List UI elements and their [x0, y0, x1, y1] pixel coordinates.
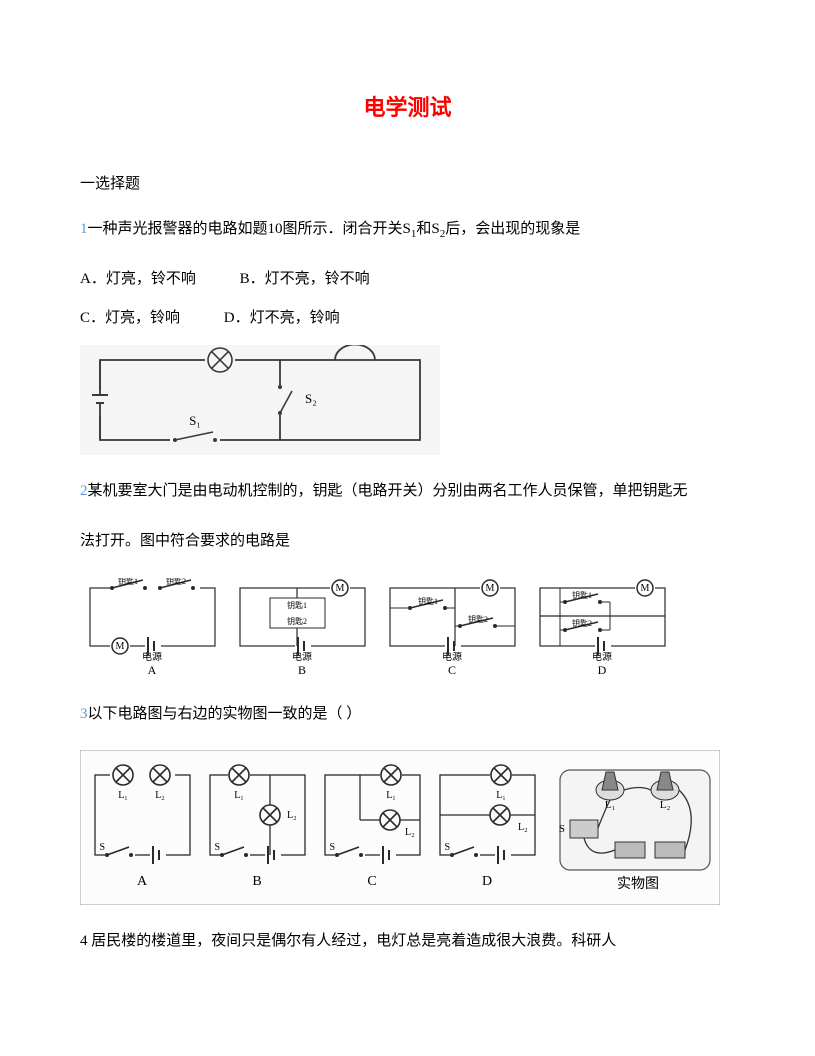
q2-text2: 法打开。图中符合要求的电路是	[80, 533, 290, 549]
q1-circuit: S₁ S₂	[80, 345, 735, 455]
q1-circuit-svg: S₁ S₂	[80, 345, 440, 455]
section-heading: 一选择题	[80, 172, 735, 193]
svg-text:L₁: L₁	[386, 790, 396, 801]
svg-text:A: A	[137, 874, 148, 889]
q4-num: 4	[80, 933, 88, 949]
svg-text:L₂: L₂	[660, 799, 671, 811]
q1-optB: B．灯不亮，铃不响	[240, 267, 370, 288]
svg-text:C: C	[448, 663, 456, 677]
svg-text:L₁: L₁	[118, 790, 128, 801]
svg-text:S: S	[329, 842, 335, 853]
svg-text:钥匙1: 钥匙1	[572, 590, 592, 600]
svg-text:S₁: S₁	[189, 413, 201, 428]
svg-text:实物图: 实物图	[617, 876, 659, 892]
q1-text-c: 后，会出现的现象是	[445, 221, 580, 237]
svg-text:M: M	[116, 641, 125, 652]
svg-text:L₁: L₁	[234, 790, 244, 801]
svg-text:钥匙1: 钥匙1	[287, 600, 307, 610]
svg-text:钥匙2: 钥匙2	[287, 616, 307, 626]
svg-text:M: M	[641, 583, 650, 594]
section-heading-text: 一选择题	[80, 176, 140, 192]
svg-text:S: S	[444, 842, 450, 853]
svg-text:L₂: L₂	[518, 822, 528, 833]
q1-text-b: 和S	[416, 221, 439, 237]
page-title: 电学测试	[80, 90, 735, 122]
q1-options-row1: A．灯亮，铃不响 B．灯不亮，铃不响	[80, 267, 735, 288]
q4-text: 居民楼的楼道里，夜间只是偶尔有人经过，电灯总是亮着造成很大浪费。科研人	[88, 933, 617, 949]
svg-text:B: B	[298, 663, 306, 677]
svg-text:M: M	[336, 583, 345, 594]
q2-circuits-svg: 电源A钥匙1钥匙2M电源BM钥匙1钥匙2电源CM钥匙1钥匙2电源DM钥匙1钥匙2	[80, 578, 720, 678]
svg-text:C: C	[367, 874, 376, 889]
svg-text:D: D	[482, 874, 492, 889]
q1-optD: D．灯不亮，铃响	[224, 306, 340, 327]
q2-text1: 某机要室大门是由电动机控制的，钥匙（电路开关）分别由两名工作人员保管，单把钥匙无	[88, 483, 688, 499]
q2-circuits: 电源A钥匙1钥匙2M电源BM钥匙1钥匙2电源CM钥匙1钥匙2电源DM钥匙1钥匙2	[80, 578, 735, 678]
svg-text:S₂: S₂	[305, 391, 317, 406]
q1-options-row2: C．灯亮，铃响 D．灯不亮，铃响	[80, 306, 735, 327]
svg-text:钥匙2: 钥匙2	[572, 618, 592, 628]
q1-optC: C．灯亮，铃响	[80, 306, 180, 327]
svg-text:D: D	[598, 663, 607, 677]
svg-text:L₂: L₂	[155, 790, 165, 801]
svg-text:S: S	[214, 842, 220, 853]
q1-text-a: 一种声光报警器的电路如题10图所示．闭合开关S	[88, 221, 411, 237]
q3-text: 以下电路图与右边的实物图一致的是（ ）	[88, 706, 362, 722]
q3-num: 3	[80, 706, 88, 722]
q1-num: 1	[80, 221, 88, 237]
svg-text:钥匙1: 钥匙1	[118, 578, 138, 586]
q3-circuits-svg: SL₁L₂ASL₁L₂BSL₁L₂CSL₁L₂DL₁L₂S实物图	[80, 750, 720, 905]
question-4: 4 居民楼的楼道里，夜间只是偶尔有人经过，电灯总是亮着造成很大浪费。科研人	[80, 927, 735, 956]
svg-text:钥匙2: 钥匙2	[468, 614, 488, 624]
q1-optA: A．灯亮，铃不响	[80, 267, 196, 288]
svg-text:钥匙1: 钥匙1	[418, 596, 438, 606]
question-2: 2某机要室大门是由电动机控制的，钥匙（电路开关）分别由两名工作人员保管，单把钥匙…	[80, 477, 735, 506]
q2-num: 2	[80, 483, 88, 499]
svg-text:S: S	[99, 842, 105, 853]
title-text: 电学测试	[363, 95, 451, 120]
svg-text:L₂: L₂	[287, 810, 297, 821]
svg-text:S: S	[559, 823, 565, 835]
svg-text:A: A	[148, 663, 157, 677]
svg-text:B: B	[252, 874, 261, 889]
svg-text:M: M	[486, 583, 495, 594]
svg-text:L₂: L₂	[405, 827, 415, 838]
question-1: 1一种声光报警器的电路如题10图所示．闭合开关S1和S2后，会出现的现象是	[80, 215, 735, 245]
q3-circuits: SL₁L₂ASL₁L₂BSL₁L₂CSL₁L₂DL₁L₂S实物图	[80, 750, 735, 905]
q2-text2-row: 法打开。图中符合要求的电路是	[80, 527, 735, 556]
svg-text:L₁: L₁	[496, 790, 506, 801]
question-3: 3以下电路图与右边的实物图一致的是（ ）	[80, 700, 735, 729]
svg-text:钥匙2: 钥匙2	[166, 578, 186, 586]
